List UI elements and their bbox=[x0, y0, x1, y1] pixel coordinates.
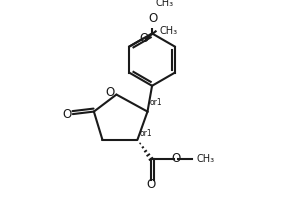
Text: or1: or1 bbox=[149, 98, 162, 107]
Text: CH₃: CH₃ bbox=[156, 0, 174, 8]
Text: O: O bbox=[105, 86, 115, 99]
Text: O: O bbox=[171, 152, 180, 165]
Text: O: O bbox=[139, 32, 148, 45]
Text: or1: or1 bbox=[139, 129, 152, 138]
Text: CH₃: CH₃ bbox=[196, 154, 214, 164]
Text: O: O bbox=[62, 108, 71, 121]
Text: O: O bbox=[148, 12, 158, 25]
Text: O: O bbox=[146, 178, 156, 191]
Text: CH₃: CH₃ bbox=[159, 26, 177, 36]
